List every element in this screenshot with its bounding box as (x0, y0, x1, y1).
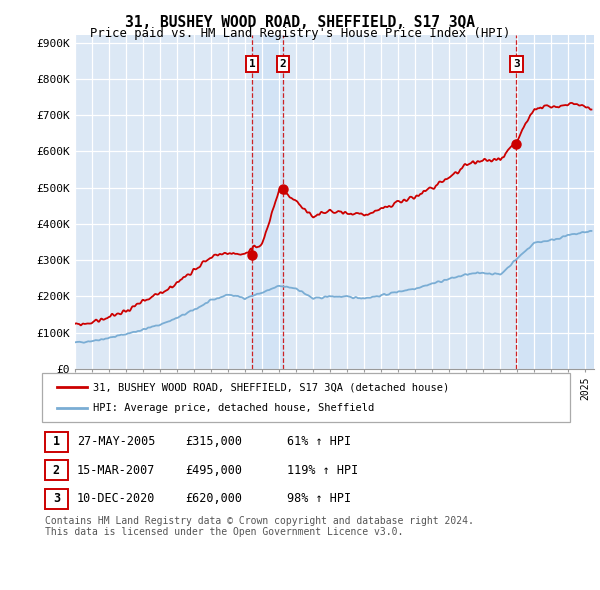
Text: 31, BUSHEY WOOD ROAD, SHEFFIELD, S17 3QA (detached house): 31, BUSHEY WOOD ROAD, SHEFFIELD, S17 3QA… (93, 382, 449, 392)
Text: 1: 1 (53, 435, 60, 448)
Text: 1: 1 (249, 59, 256, 68)
Bar (517, 35, 594, 369)
Text: 119% ↑ HPI: 119% ↑ HPI (287, 464, 358, 477)
Text: 27-MAY-2005: 27-MAY-2005 (77, 435, 155, 448)
Bar (252, 35, 283, 369)
Text: Contains HM Land Registry data © Crown copyright and database right 2024.
This d: Contains HM Land Registry data © Crown c… (45, 516, 474, 537)
Text: 2: 2 (53, 464, 60, 477)
Text: £495,000: £495,000 (185, 464, 242, 477)
Text: 98% ↑ HPI: 98% ↑ HPI (287, 492, 351, 505)
Text: 3: 3 (513, 59, 520, 68)
Text: £620,000: £620,000 (185, 492, 242, 505)
Text: 2: 2 (280, 59, 286, 68)
Text: 15-MAR-2007: 15-MAR-2007 (77, 464, 155, 477)
Text: 31, BUSHEY WOOD ROAD, SHEFFIELD, S17 3QA: 31, BUSHEY WOOD ROAD, SHEFFIELD, S17 3QA (125, 15, 475, 30)
Text: £315,000: £315,000 (185, 435, 242, 448)
Text: 10-DEC-2020: 10-DEC-2020 (77, 492, 155, 505)
Text: 3: 3 (53, 492, 60, 505)
Text: 61% ↑ HPI: 61% ↑ HPI (287, 435, 351, 448)
Text: Price paid vs. HM Land Registry's House Price Index (HPI): Price paid vs. HM Land Registry's House … (90, 27, 510, 40)
Text: HPI: Average price, detached house, Sheffield: HPI: Average price, detached house, Shef… (93, 404, 374, 414)
